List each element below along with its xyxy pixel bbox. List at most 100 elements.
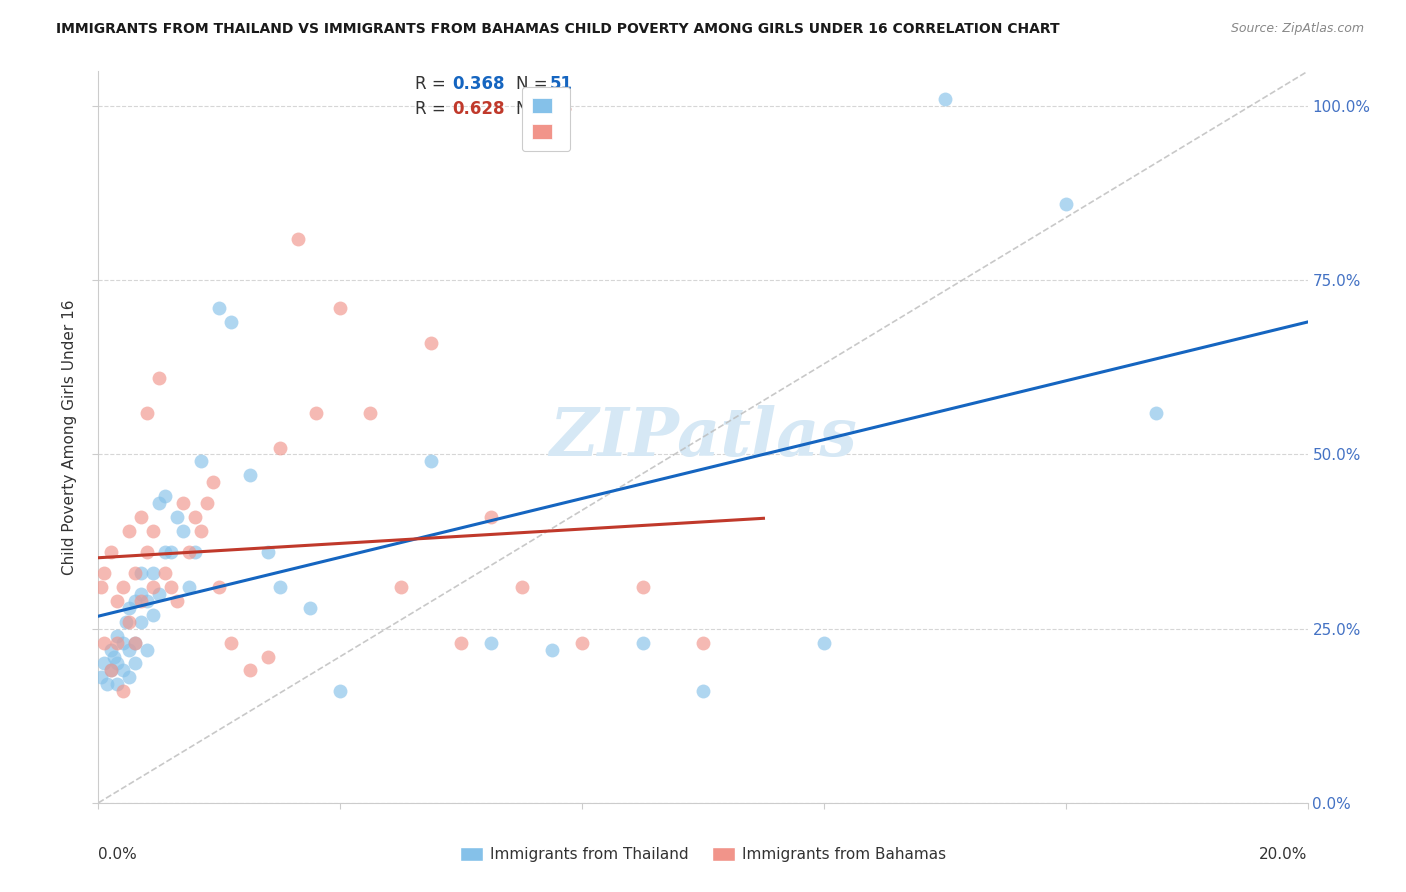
Point	[184, 510, 207, 524]
Point	[208, 301, 231, 316]
Point	[692, 635, 714, 649]
Point	[124, 635, 146, 649]
Point	[118, 615, 141, 629]
Point	[90, 670, 112, 684]
Text: 51: 51	[550, 75, 572, 93]
Point	[129, 594, 152, 608]
Point	[100, 664, 122, 678]
Point	[1144, 406, 1167, 420]
Point	[129, 510, 152, 524]
Point	[100, 545, 122, 559]
Point	[172, 524, 194, 538]
Text: N =: N =	[516, 75, 553, 93]
Point	[202, 475, 225, 490]
Point	[100, 664, 122, 678]
Point	[111, 664, 134, 678]
Point	[124, 657, 146, 671]
Point	[124, 594, 146, 608]
Point	[166, 510, 188, 524]
Point	[124, 635, 146, 649]
Text: R =: R =	[415, 100, 451, 118]
Text: IMMIGRANTS FROM THAILAND VS IMMIGRANTS FROM BAHAMAS CHILD POVERTY AMONG GIRLS UN: IMMIGRANTS FROM THAILAND VS IMMIGRANTS F…	[56, 22, 1060, 37]
Point	[179, 580, 201, 594]
Text: 20.0%: 20.0%	[1260, 847, 1308, 862]
Point	[190, 454, 212, 468]
Point	[256, 545, 278, 559]
Text: 0.0%: 0.0%	[98, 847, 138, 862]
Point	[239, 468, 262, 483]
Point	[103, 649, 125, 664]
Point	[540, 642, 562, 657]
Text: ZIPatlas: ZIPatlas	[550, 405, 856, 469]
Y-axis label: Child Poverty Among Girls Under 16: Child Poverty Among Girls Under 16	[62, 300, 77, 574]
Point	[142, 607, 165, 622]
Point	[105, 677, 128, 691]
Point	[153, 545, 176, 559]
Point	[692, 684, 714, 698]
Point	[510, 580, 533, 594]
Point	[166, 594, 188, 608]
Point	[114, 615, 136, 629]
Point	[148, 496, 170, 510]
Point	[105, 657, 128, 671]
Point	[148, 587, 170, 601]
Point	[813, 635, 835, 649]
Point	[118, 600, 141, 615]
Point	[142, 566, 165, 580]
Point	[389, 580, 412, 594]
Point	[111, 684, 134, 698]
Point	[129, 615, 152, 629]
Point	[481, 510, 503, 524]
Point	[1054, 196, 1077, 211]
Text: 0.368: 0.368	[453, 75, 505, 93]
Point	[329, 684, 352, 698]
Point	[118, 670, 141, 684]
Point	[93, 566, 115, 580]
Point	[299, 600, 322, 615]
Point	[135, 545, 157, 559]
Point	[142, 524, 165, 538]
Text: Source: ZipAtlas.com: Source: ZipAtlas.com	[1230, 22, 1364, 36]
Point	[221, 635, 243, 649]
Text: R =: R =	[415, 75, 451, 93]
Text: 0.628: 0.628	[453, 100, 505, 118]
Point	[118, 642, 141, 657]
Point	[184, 545, 207, 559]
Point	[360, 406, 382, 420]
Point	[129, 587, 152, 601]
Point	[208, 580, 231, 594]
Point	[105, 635, 128, 649]
Point	[148, 371, 170, 385]
Point	[934, 92, 956, 106]
Point	[256, 649, 278, 664]
Point	[111, 635, 134, 649]
Point	[195, 496, 218, 510]
Point	[153, 489, 176, 503]
Point	[571, 635, 593, 649]
Point	[135, 642, 157, 657]
Point	[90, 580, 112, 594]
Point	[172, 496, 194, 510]
Point	[305, 406, 328, 420]
Text: N =: N =	[516, 100, 553, 118]
Legend: Immigrants from Thailand, Immigrants from Bahamas: Immigrants from Thailand, Immigrants fro…	[454, 841, 952, 868]
Point	[420, 454, 443, 468]
Point	[269, 441, 291, 455]
Point	[420, 336, 443, 351]
Point	[129, 566, 152, 580]
Point	[105, 594, 128, 608]
Point	[160, 545, 183, 559]
Point	[450, 635, 472, 649]
Point	[135, 594, 157, 608]
Point	[329, 301, 352, 316]
Point	[239, 664, 262, 678]
Point	[190, 524, 212, 538]
Point	[179, 545, 201, 559]
Point	[287, 231, 309, 245]
Point	[160, 580, 183, 594]
Point	[269, 580, 291, 594]
Point	[142, 580, 165, 594]
Point	[96, 677, 118, 691]
Point	[100, 642, 122, 657]
Point	[124, 566, 146, 580]
